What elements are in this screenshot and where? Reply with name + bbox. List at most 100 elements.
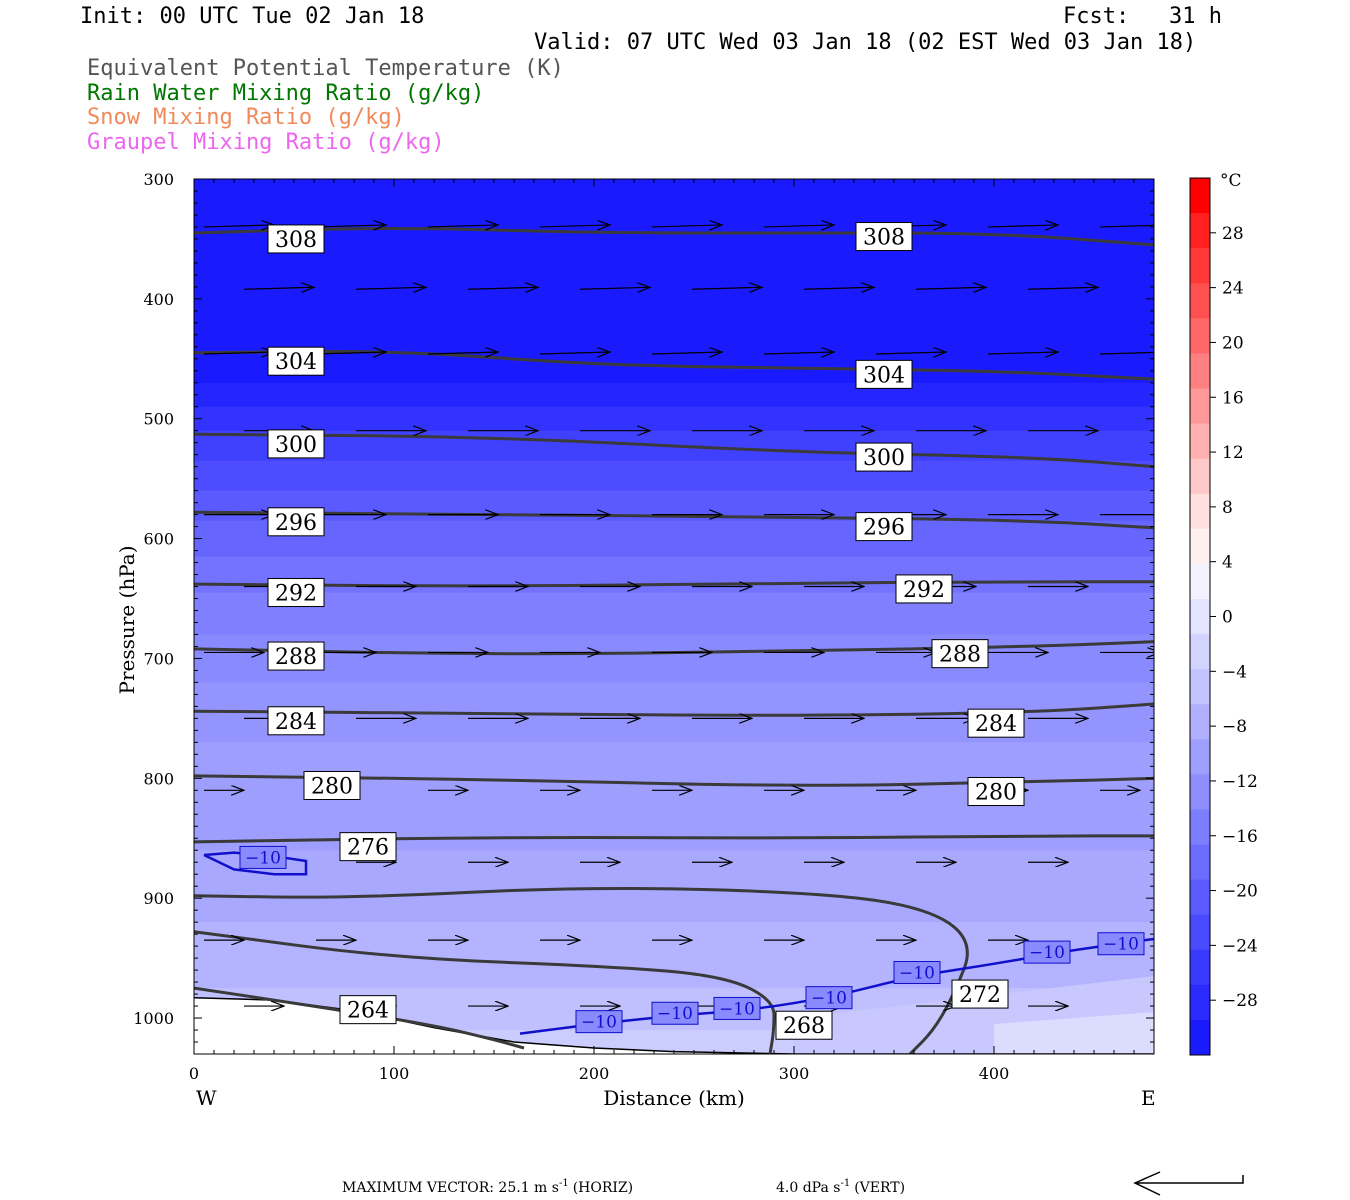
wind-vector: [315, 225, 386, 227]
colorbar-swatch: [1190, 1019, 1210, 1056]
wind-vector: [467, 287, 538, 289]
colorbar-tick-label: 0: [1222, 608, 1233, 628]
wind-vector: [987, 352, 1058, 354]
contour-label-box: [339, 995, 397, 1025]
colorbar-tick-label: 8: [1222, 498, 1233, 518]
contour-label-288: 288: [275, 645, 317, 670]
theta-e-line-276: [194, 834, 1154, 844]
contour-label-304: 304: [863, 363, 905, 388]
contour-label-268: 268: [783, 1014, 825, 1039]
colorbar-swatch: [1190, 844, 1210, 881]
contour-label-box: [267, 346, 325, 376]
temp-label-box: [893, 960, 941, 984]
contour-label-box: [967, 708, 1025, 738]
contour-label-box: [267, 706, 325, 736]
wind-vector: [651, 225, 722, 227]
wind-vectors: [203, 225, 1154, 1006]
contour-label-box: [267, 578, 325, 608]
wind-vector: [427, 352, 498, 354]
wind-vector: [539, 225, 610, 227]
axes: 300 400 500 600 700 800 900 1000 0 100 200 300 400: [133, 170, 1154, 1083]
colorbar-swatch: [1190, 423, 1210, 460]
reference-vector: [1133, 1171, 1244, 1196]
y-tick-label: 800: [143, 769, 174, 788]
wind-vector: [1099, 351, 1154, 355]
shade-band: [194, 520, 1154, 558]
wind-vector: [803, 287, 874, 289]
colorbar-swatch: [1190, 914, 1210, 951]
colorbar-unit: °C: [1220, 171, 1242, 191]
contour-label-280: 280: [975, 781, 1017, 806]
shade-band: [194, 460, 1154, 492]
wind-vector: [539, 352, 610, 354]
contour-label-box: [895, 574, 953, 604]
y-tick-label: 600: [143, 530, 174, 549]
horiz-exponent: -1: [559, 1178, 569, 1189]
contour-label-280: 280: [311, 775, 353, 800]
colorbar-tick-label: 16: [1222, 388, 1244, 408]
colorbar-swatch: [1190, 984, 1210, 1021]
colorbar-swatch: [1190, 388, 1210, 425]
colorbar-swatch: [1190, 563, 1210, 600]
shade-band: [194, 406, 1154, 432]
colorbar-swatch: [1190, 458, 1210, 495]
temp-label-minus10: −10: [1103, 935, 1139, 955]
forecast-hour: Fcst: 31 h: [1063, 4, 1222, 29]
colorbar-swatch: [1190, 879, 1210, 916]
contour-label-box: [303, 771, 361, 801]
legend-title-1: Rain Water Mixing Ratio (g/kg): [87, 80, 485, 106]
contour-label-276: 276: [347, 836, 389, 861]
contour-label-box: [855, 222, 913, 252]
terrain-fill: [194, 997, 1154, 1054]
x-tick-label: 0: [189, 1064, 199, 1083]
max-vector-text: MAXIMUM VECTOR: 25.1 m s: [342, 1180, 559, 1196]
max-vector-footer: MAXIMUM VECTOR: 25.1 m s-1 (HORIZ) 4.0 dP…: [342, 1171, 1244, 1196]
init-time: Init: 00 UTC Tue 02 Jan 18: [80, 4, 425, 29]
contour-label-300: 300: [863, 446, 905, 471]
wind-vector: [1027, 287, 1098, 289]
shade-band: [994, 1012, 1154, 1054]
wind-vector: [579, 287, 650, 289]
shade-band: [194, 922, 1154, 990]
shade-band: [194, 179, 1154, 384]
contour-label-308: 308: [863, 226, 905, 251]
contour-label-308: 308: [275, 228, 317, 253]
colorbar-swatch: [1190, 739, 1210, 775]
valid-time: Valid: 07 UTC Wed 03 Jan 18 (02 EST Wed …: [534, 30, 1197, 55]
contour-label-292: 292: [903, 578, 945, 603]
wind-vector: [987, 225, 1058, 227]
y-tick-label: 500: [143, 410, 174, 429]
contour-label-box: [855, 442, 913, 472]
temp-label-minus10: −10: [719, 999, 755, 1019]
temp-label-minus10: −10: [581, 1013, 617, 1033]
colorbar-swatch: [1190, 949, 1210, 986]
colorbar-swatch: [1190, 528, 1210, 565]
contour-label-box: [267, 641, 325, 671]
colorbar-swatch: [1190, 248, 1210, 284]
x-tick-label: 100: [379, 1064, 410, 1083]
wind-vector: [243, 287, 314, 289]
y-tick-label: 700: [143, 649, 174, 668]
shade-band: [194, 382, 1154, 408]
colorbar-tick-label: 4: [1222, 553, 1233, 573]
colorbar-tick-label: −8: [1222, 717, 1247, 737]
wind-vector: [203, 225, 274, 227]
contour-label-box: [855, 512, 913, 542]
colorbar-tick-label: 24: [1222, 279, 1244, 299]
y-tick-label: 900: [143, 889, 174, 908]
contour-label-box: [267, 429, 325, 459]
theta-e-line-268: [194, 930, 776, 1054]
temp-label-minus10: −10: [657, 1004, 693, 1024]
shade-band: [194, 592, 1154, 636]
wind-vector: [651, 352, 722, 354]
temp-label-minus10: −10: [245, 848, 281, 868]
colorbar-tick-label: −28: [1222, 991, 1258, 1011]
x-axis-title: Distance (km): [603, 1086, 745, 1110]
contour-label-300: 300: [275, 433, 317, 458]
temp-label-minus10: −10: [899, 963, 935, 983]
y-tick-label: 400: [143, 290, 174, 309]
colorbar-tick-label: −20: [1222, 882, 1258, 902]
colorbar-swatch: [1190, 634, 1210, 670]
contour-label-292: 292: [275, 582, 317, 607]
